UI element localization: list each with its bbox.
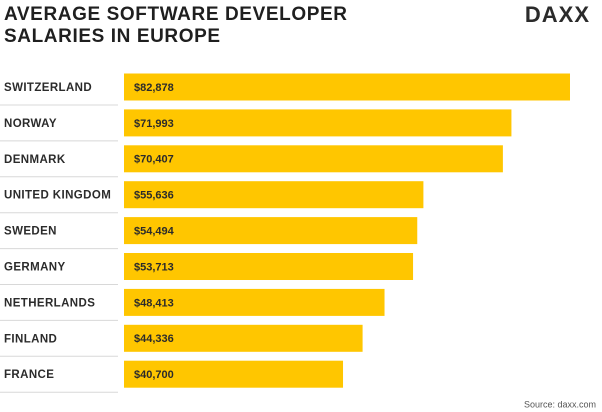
- value-label: $44,336: [134, 333, 174, 345]
- value-label: $71,993: [134, 118, 174, 130]
- value-label: $40,700: [134, 369, 174, 381]
- value-label: $82,878: [134, 82, 174, 94]
- value-label: $48,413: [134, 297, 174, 309]
- bar: [124, 360, 344, 388]
- chart-title: AVERAGE SOFTWARE DEVELOPER SALARIES IN E…: [4, 4, 348, 47]
- value-label: $53,713: [134, 261, 174, 273]
- category-label: DENMARK: [4, 154, 66, 166]
- bar: [124, 217, 418, 245]
- bar: [124, 109, 512, 137]
- bar: [124, 288, 385, 316]
- value-label: $55,636: [134, 190, 174, 202]
- bar: [124, 324, 363, 352]
- category-label: NETHERLANDS: [4, 297, 95, 309]
- bar: [124, 145, 503, 173]
- logo: DAXX: [524, 2, 590, 27]
- category-label: SWEDEN: [4, 226, 57, 238]
- category-label: UNITED KINGDOM: [4, 190, 111, 202]
- bar: [124, 73, 570, 101]
- category-label: FRANCE: [4, 369, 54, 381]
- bar: [124, 181, 424, 209]
- category-label: NORWAY: [4, 118, 57, 130]
- source: Source: daxx.com: [524, 399, 596, 409]
- category-label: GERMANY: [4, 262, 66, 274]
- value-label: $70,407: [134, 154, 174, 166]
- category-label: SWITZERLAND: [4, 82, 92, 94]
- value-label: $54,494: [134, 226, 175, 238]
- category-label: FINLAND: [4, 333, 57, 345]
- bar: [124, 253, 414, 280]
